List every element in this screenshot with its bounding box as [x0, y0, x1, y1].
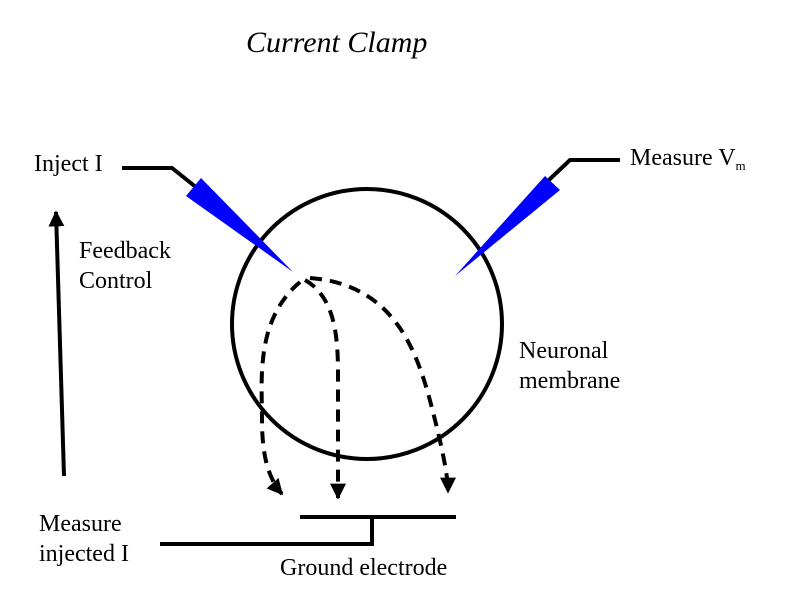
measure-v-electrode	[455, 176, 560, 276]
inject-electrode	[186, 178, 293, 272]
ground-electrode-label: Ground electrode	[280, 555, 448, 581]
ground-wire	[160, 517, 374, 546]
neuron-membrane-circle	[230, 187, 504, 461]
measure-v-label: Measure Vm	[630, 143, 746, 181]
current-path-left	[259, 280, 302, 496]
measure-injected-line-2: injected I	[39, 541, 129, 567]
neuronal-membrane-label: Neuronal membrane	[519, 336, 620, 396]
neuronal-line-1: Neuronal	[519, 338, 609, 364]
current-path-middle	[303, 278, 346, 500]
feedback-label: Feedback Control	[79, 236, 171, 296]
measure-v-subscript: m	[735, 158, 746, 173]
measure-injected-line-1: Measure	[39, 511, 122, 537]
measure-injected-label: Measure injected I	[39, 509, 129, 569]
feedback-line-1: Feedback	[79, 238, 171, 264]
feedback-line-2: Control	[79, 268, 153, 294]
neuronal-line-2: membrane	[519, 368, 621, 394]
diagram-title: Current Clamp	[246, 26, 428, 59]
inject-label: Inject I	[34, 151, 103, 177]
feedback-arrow	[48, 210, 66, 477]
measure-v-text: Measure V	[630, 145, 736, 171]
